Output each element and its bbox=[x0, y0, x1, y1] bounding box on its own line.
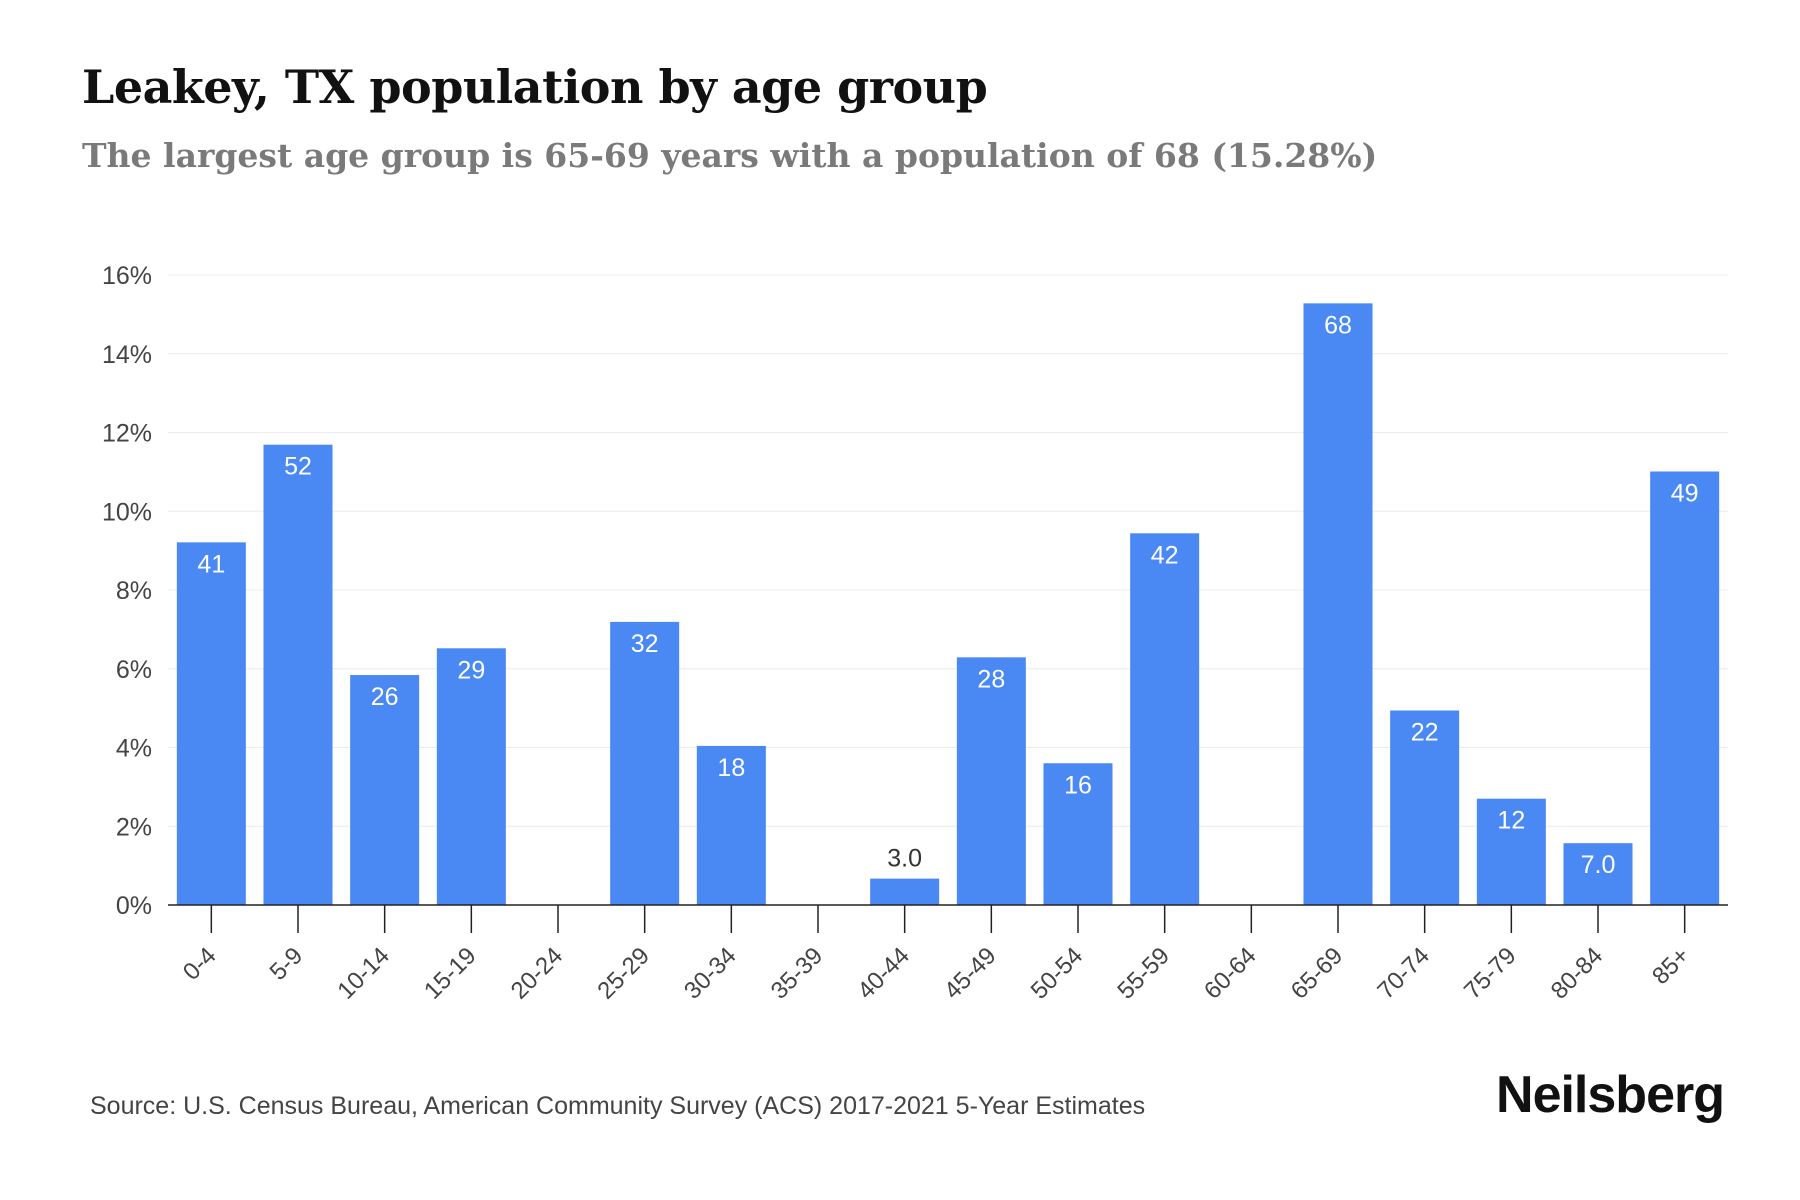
bar-65-69 bbox=[1303, 303, 1373, 906]
x-tick-label: 45-49 bbox=[939, 942, 1002, 1005]
x-tick-label: 40-44 bbox=[852, 942, 915, 1005]
source-note: Source: U.S. Census Bureau, American Com… bbox=[90, 1092, 1146, 1120]
bar-25-29 bbox=[610, 621, 680, 905]
y-tick-label: 6% bbox=[116, 656, 152, 684]
bar-5-9 bbox=[263, 444, 333, 905]
y-tick-label: 8% bbox=[116, 577, 152, 605]
bars bbox=[176, 303, 1720, 906]
y-axis-ticks: 0% 2% 4% 6% 8% 10% 12% 14% 16% bbox=[102, 262, 152, 920]
bar-75-79 bbox=[1476, 798, 1546, 905]
y-tick-label: 16% bbox=[102, 262, 152, 290]
y-tick-label: 14% bbox=[102, 341, 152, 369]
y-tick-label: 12% bbox=[102, 420, 152, 448]
bar-0-4 bbox=[176, 542, 246, 905]
y-tick-label: 2% bbox=[116, 813, 152, 841]
x-tick-label: 5-9 bbox=[265, 942, 309, 986]
bar-50-54 bbox=[1043, 763, 1113, 905]
bar-55-59 bbox=[1130, 533, 1200, 905]
bar-80-84 bbox=[1563, 843, 1633, 905]
bar-value-label: 29 bbox=[457, 656, 485, 684]
bar-value-label: 26 bbox=[371, 683, 399, 711]
y-tick-label: 4% bbox=[116, 735, 152, 763]
bar-value-label: 18 bbox=[717, 754, 745, 782]
x-axis-ticks: 0-4 5-9 10-14 15-19 20-24 25-29 30-34 35-39 40-4… bbox=[178, 905, 1695, 1005]
bar-value-label: 32 bbox=[631, 630, 659, 658]
bar-value-label: 68 bbox=[1324, 311, 1352, 339]
gridlines bbox=[168, 274, 1728, 827]
bar-value-label: 3.0 bbox=[887, 845, 922, 873]
y-tick-label: 0% bbox=[116, 892, 152, 920]
bar-70-74 bbox=[1390, 710, 1460, 905]
x-tick-label: 35-39 bbox=[766, 942, 829, 1005]
bar-value-label: 7.0 bbox=[1581, 851, 1616, 879]
x-tick-label: 10-14 bbox=[332, 942, 395, 1005]
x-tick-label: 15-19 bbox=[419, 942, 482, 1005]
bar-value-label: 52 bbox=[284, 453, 312, 481]
bar-value-label: 16 bbox=[1064, 771, 1092, 799]
bar-85+ bbox=[1650, 471, 1720, 905]
bar-30-34 bbox=[696, 745, 766, 905]
bar-value-label: 12 bbox=[1497, 807, 1525, 835]
bar-45-49 bbox=[956, 657, 1026, 905]
bar-value-label: 28 bbox=[977, 665, 1005, 693]
bar-value-label: 42 bbox=[1151, 541, 1179, 569]
chart-subtitle: The largest age group is 65-69 years wit… bbox=[82, 136, 1378, 175]
x-tick-label: 20-24 bbox=[506, 942, 569, 1005]
bar-value-label: 49 bbox=[1671, 479, 1699, 507]
x-tick-label: 80-84 bbox=[1546, 942, 1609, 1005]
brand-logo: Neilsberg bbox=[1496, 1066, 1725, 1124]
x-tick-label: 50-54 bbox=[1026, 942, 1089, 1005]
bar-chart: 0% 2% 4% 6% 8% 10% 12% 14% 16% 41 52 26 29 32 18 3.0 28… bbox=[102, 262, 1728, 1005]
bar-value-label: 41 bbox=[197, 550, 225, 578]
chart-title: Leakey, TX population by age group bbox=[82, 60, 988, 114]
y-tick-label: 10% bbox=[102, 498, 152, 526]
bar-40-44 bbox=[870, 878, 940, 905]
x-tick-label: 0-4 bbox=[178, 942, 222, 986]
x-tick-label: 85+ bbox=[1647, 942, 1695, 990]
bar-15-19 bbox=[436, 648, 506, 905]
x-tick-label: 60-64 bbox=[1199, 942, 1262, 1005]
bar-value-label: 22 bbox=[1411, 718, 1439, 746]
x-tick-label: 75-79 bbox=[1459, 942, 1522, 1005]
bar-value-labels: 41 52 26 29 32 18 3.0 28 16 42 68 22 12 7.0 49 bbox=[197, 311, 1698, 879]
bar-10-14 bbox=[350, 675, 420, 905]
x-tick-label: 55-59 bbox=[1112, 942, 1175, 1005]
x-tick-label: 65-69 bbox=[1286, 942, 1349, 1005]
x-tick-label: 25-29 bbox=[592, 942, 655, 1005]
x-tick-label: 30-34 bbox=[679, 942, 742, 1005]
x-tick-label: 70-74 bbox=[1372, 942, 1435, 1005]
